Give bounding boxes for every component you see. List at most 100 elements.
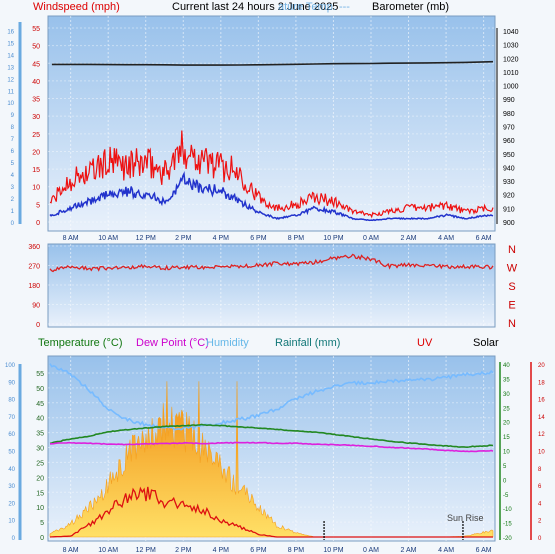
rain-tick: 20 <box>36 475 44 482</box>
wind-kts-tick: 0 <box>11 221 15 227</box>
uv-tick: 14 <box>538 415 545 421</box>
baro-tick: 1000 <box>503 84 519 91</box>
wind-left-tick: 5 <box>36 202 40 209</box>
baro-tick: 990 <box>503 97 515 104</box>
x-tick-label-bottom: 10 AM <box>98 547 118 554</box>
humidity-tick: 0 <box>12 536 16 542</box>
temperature-line <box>49 423 494 449</box>
rain-tick: 10 <box>36 505 44 512</box>
x-tick-label-bottom: 6 AM <box>476 547 492 554</box>
uv-tick: 2 <box>538 519 542 525</box>
x-tick-label-bottom: 4 PM <box>213 547 230 554</box>
humidity-tick: 30 <box>8 484 15 490</box>
x-tick-label-bottom: 0 AM <box>363 547 379 554</box>
humidity-tick: 40 <box>8 467 15 473</box>
overlap-legend: ature Temp. --- <box>278 1 350 13</box>
direction-tick: 360 <box>28 244 40 251</box>
barometer-line <box>51 60 494 66</box>
sunrise-annotation: Sun Rise <box>447 513 484 523</box>
temp-tick: 30 <box>503 392 510 398</box>
dewpoint-legend: Dew Point (°C) <box>136 337 209 349</box>
humidity-tick: 70 <box>8 415 15 421</box>
x-tick-label-bottom: 2 PM <box>175 547 192 554</box>
x-tick-label-bottom: 12 PM <box>136 547 156 554</box>
direction-tick: 0 <box>36 322 40 329</box>
x-tick-label-top: 2 PM <box>175 235 192 242</box>
wind-kts-tick: 10 <box>7 101 14 107</box>
wind-left-tick: 50 <box>32 44 40 51</box>
rain-tick: 15 <box>36 490 44 497</box>
x-tick-label-bottom: 4 AM <box>438 547 454 554</box>
uv-tick: 8 <box>538 467 542 473</box>
baro-tick: 960 <box>503 138 515 145</box>
uv-line <box>49 486 493 538</box>
wind-kts-tick: 7 <box>11 137 15 143</box>
baro-tick: 910 <box>503 206 515 213</box>
wind-left-tick: 20 <box>32 149 40 156</box>
compass-label: N <box>508 318 516 330</box>
wind-kts-tick: 1 <box>11 209 15 215</box>
temp-tick: -20 <box>503 536 512 542</box>
baro-tick: 930 <box>503 179 515 186</box>
x-tick-label-top: 0 AM <box>363 235 379 242</box>
wind-left-tick: 55 <box>32 26 40 33</box>
temp-tick: 5 <box>503 464 507 470</box>
uv-tick: 10 <box>538 450 545 456</box>
x-tick-label-top: 4 AM <box>438 235 454 242</box>
uv-legend: UV <box>417 337 433 349</box>
baro-tick: 940 <box>503 165 515 172</box>
baro-tick: 1010 <box>503 70 519 77</box>
x-tick-label-top: 8 AM <box>63 235 79 242</box>
wind-left-tick: 15 <box>32 167 40 174</box>
uv-tick: 18 <box>538 380 545 386</box>
humidity-line <box>49 363 494 431</box>
wind-kts-tick: 15 <box>7 41 14 47</box>
solar-legend: Solar <box>473 337 499 349</box>
humidity-legend: Humidity <box>206 337 249 349</box>
x-tick-label-bottom: 8 PM <box>288 547 305 554</box>
wind-panel <box>47 15 496 232</box>
wind-kts-tick: 5 <box>11 161 15 167</box>
humidity-tick: 10 <box>8 519 15 525</box>
uv-tick: 0 <box>538 536 542 542</box>
rain-tick: 30 <box>36 446 44 453</box>
temp-tick: 40 <box>503 363 510 369</box>
humidity-tick: 20 <box>8 501 15 507</box>
rain-tick: 0 <box>40 535 44 542</box>
x-tick-label-top: 6 AM <box>476 235 492 242</box>
x-tick-label-bottom: 2 AM <box>401 547 417 554</box>
compass-label: S <box>508 281 515 293</box>
humidity-tick: 90 <box>8 380 15 386</box>
wind-kts-tick: 11 <box>8 89 15 95</box>
compass-label: W <box>507 263 518 275</box>
humidity-tick: 50 <box>8 450 15 456</box>
barometer-title: Barometer (mb) <box>372 1 449 13</box>
windspeed-title: Windspeed (mph) <box>33 1 120 13</box>
humidity-tick: 80 <box>8 398 15 404</box>
wind-left-tick: 0 <box>36 220 40 227</box>
x-tick-label-bottom: 8 AM <box>63 547 79 554</box>
wind-left-tick: 10 <box>32 185 40 192</box>
wind-kts-tick: 2 <box>11 197 15 203</box>
rain-tick: 5 <box>40 520 44 527</box>
wind-gust-line <box>49 130 494 219</box>
rain-tick: 50 <box>36 386 44 393</box>
temp-tick: 35 <box>503 377 510 383</box>
wind-kts-tick: 9 <box>11 113 15 119</box>
humidity-tick: 60 <box>8 432 15 438</box>
temperature-legend: Temperature (°C) <box>38 337 122 349</box>
rain-tick: 55 <box>36 371 44 378</box>
x-tick-label-top: 10 AM <box>98 235 118 242</box>
uv-tick: 12 <box>538 432 545 438</box>
rain-tick: 25 <box>36 460 44 467</box>
x-tick-label-top: 8 PM <box>288 235 305 242</box>
uv-tick: 16 <box>538 398 545 404</box>
wind-kts-tick: 3 <box>11 185 15 191</box>
compass-label: N <box>508 244 516 256</box>
baro-tick: 980 <box>503 111 515 118</box>
direction-tick: 270 <box>28 264 40 271</box>
temp-tick: 10 <box>503 450 510 456</box>
